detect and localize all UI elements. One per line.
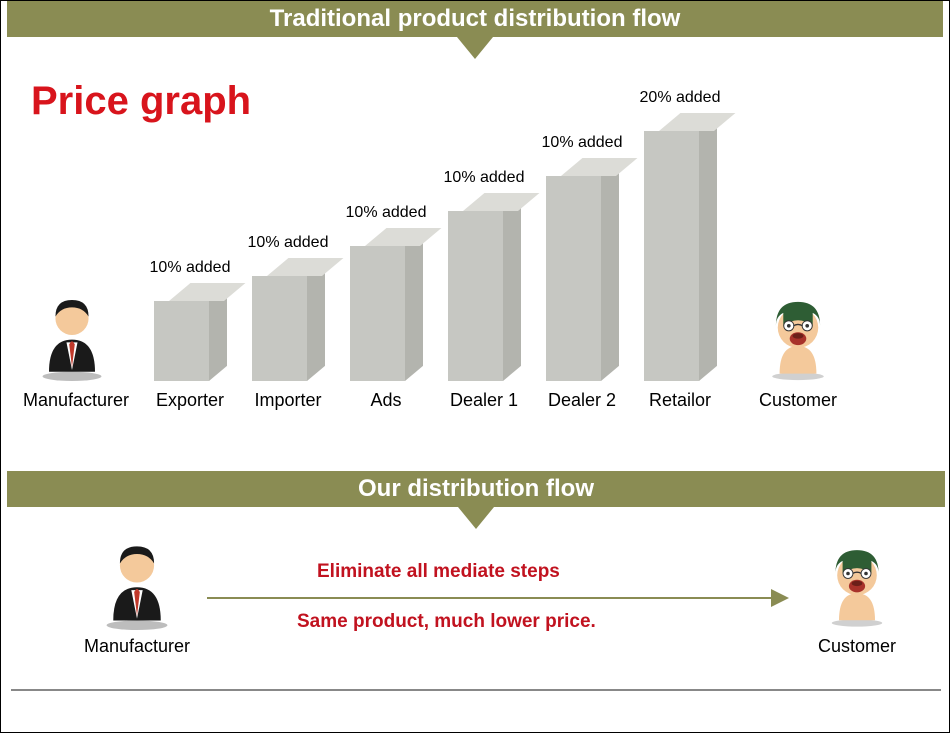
column-label: Manufacturer <box>23 390 121 411</box>
flow-arrow-icon <box>207 597 787 599</box>
column-label: Importer <box>239 390 337 411</box>
customer-column: Customer <box>749 289 847 381</box>
down-arrow-icon <box>458 507 494 529</box>
bar-top-label: 20% added <box>631 89 729 107</box>
bar-column: 10% addedDealer 1 <box>435 193 533 381</box>
bar-top-label: 10% added <box>337 204 435 222</box>
down-arrow-icon <box>457 37 493 59</box>
customer-icon <box>797 535 917 630</box>
column-label: Exporter <box>141 390 239 411</box>
our-flow-section: Our distribution flow Manufacturer Elimi… <box>1 471 950 719</box>
column-label: Dealer 2 <box>533 390 631 411</box>
column-label: Ads <box>337 390 435 411</box>
divider-line <box>11 689 941 691</box>
column-label: Customer <box>749 390 847 411</box>
our-flow-banner: Our distribution flow <box>7 471 945 507</box>
bar-column: 10% addedDealer 2 <box>533 158 631 381</box>
customer-icon <box>749 289 847 381</box>
bar-column: 10% addedExporter <box>141 283 239 381</box>
customer-actor: Customer <box>797 535 917 657</box>
column-label: Dealer 1 <box>435 390 533 411</box>
actor-label: Manufacturer <box>67 636 207 657</box>
bar-top-label: 10% added <box>141 259 239 277</box>
bar-top-label: 10% added <box>435 169 533 187</box>
price-bar-chart: Manufacturer10% addedExporter10% addedIm… <box>1 71 950 421</box>
businessman-icon <box>67 535 207 630</box>
bar-top-label: 10% added <box>533 134 631 152</box>
businessman-icon <box>23 289 121 381</box>
column-label: Retailor <box>631 390 729 411</box>
businessman-column: Manufacturer <box>23 289 121 381</box>
bar <box>448 193 521 381</box>
lower-price-text: Same product, much lower price. <box>297 611 596 633</box>
bar-top-label: 10% added <box>239 234 337 252</box>
actor-label: Customer <box>797 636 917 657</box>
bar <box>546 158 619 381</box>
bar-column: 10% addedAds <box>337 228 435 381</box>
traditional-flow-banner: Traditional product distribution flow <box>7 1 943 37</box>
bar-column: 20% addedRetailor <box>631 113 729 381</box>
bar <box>350 228 423 381</box>
bar <box>252 258 325 381</box>
manufacturer-actor: Manufacturer <box>67 535 207 657</box>
eliminate-steps-text: Eliminate all mediate steps <box>317 561 560 583</box>
bar <box>154 283 227 381</box>
bar-column: 10% addedImporter <box>239 258 337 381</box>
bar <box>644 113 717 381</box>
